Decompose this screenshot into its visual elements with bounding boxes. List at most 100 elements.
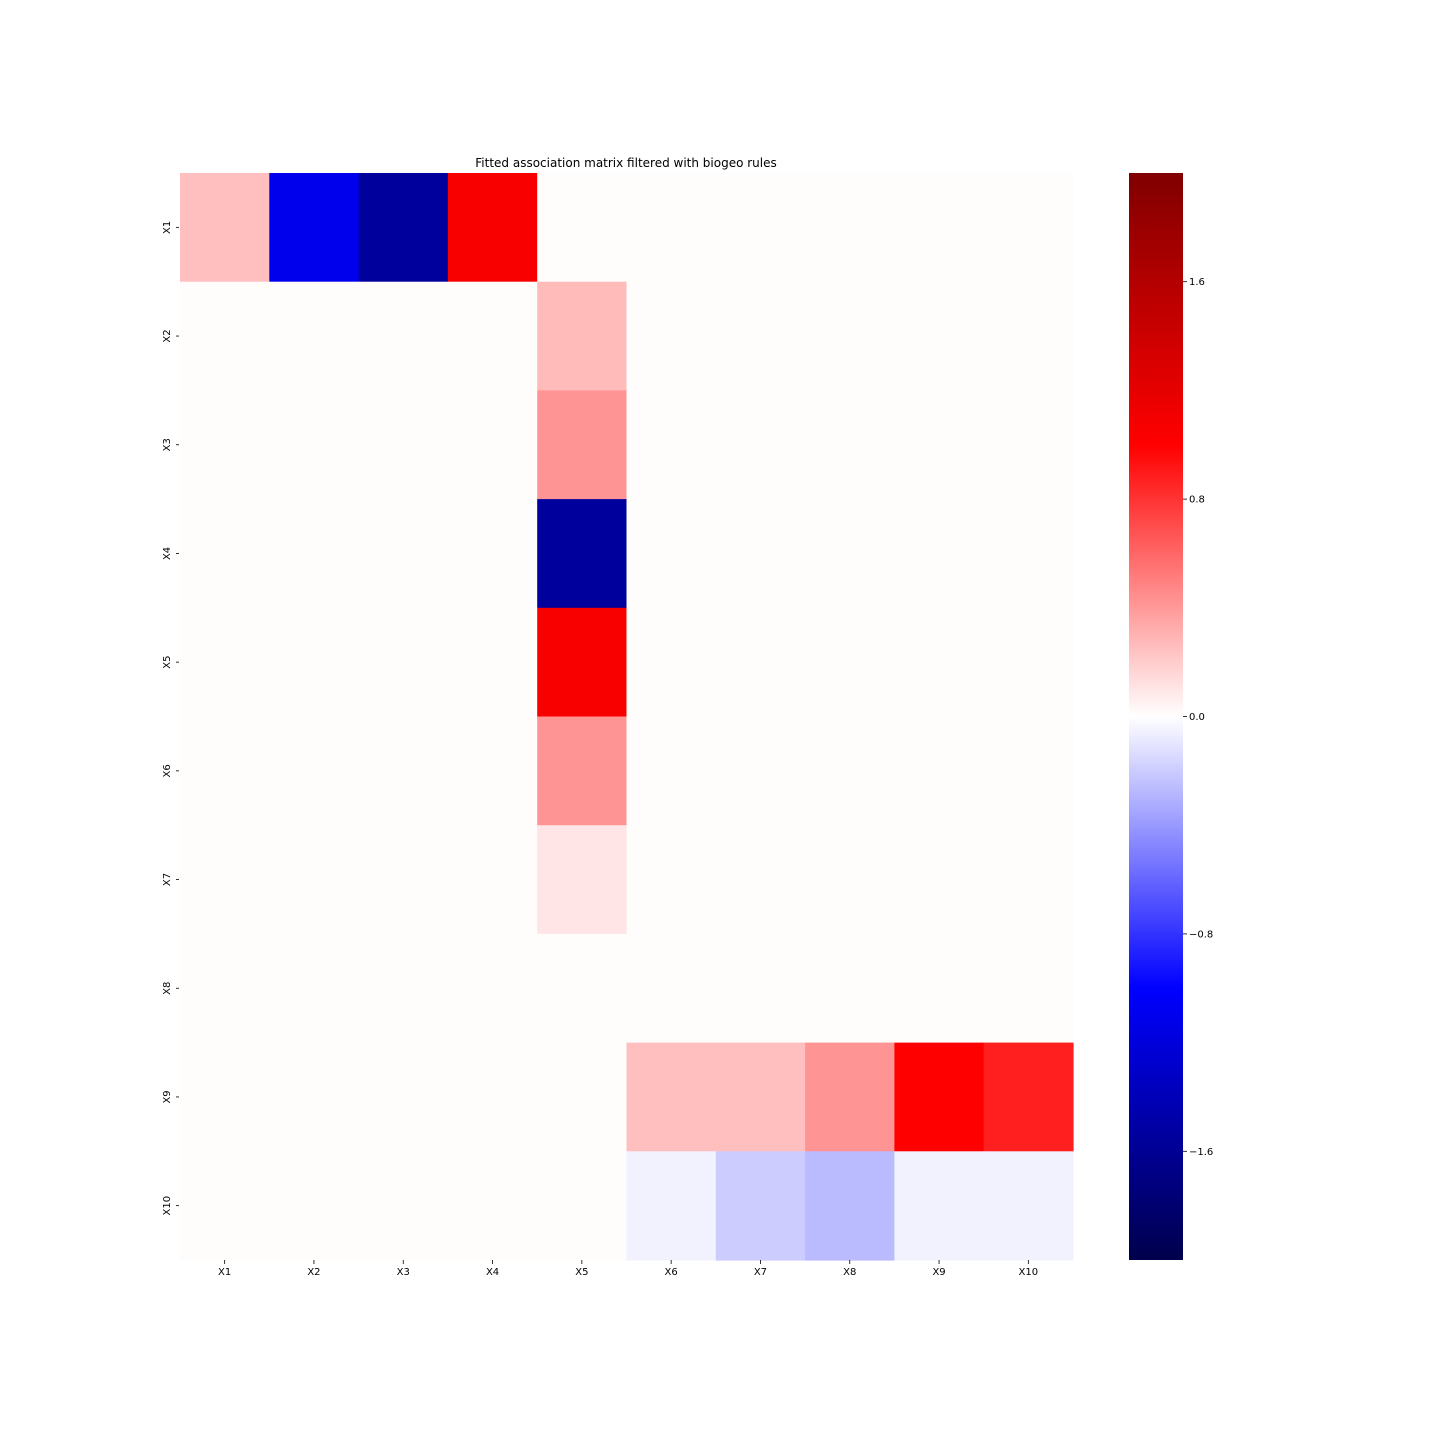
heatmap-cell [180,933,270,1044]
heatmap-cell [180,607,270,718]
x-tick-label: X8 [843,1267,856,1278]
heatmap-cell [358,173,449,283]
heatmap-cell [537,1151,628,1261]
heatmap-cell [626,825,717,935]
heatmap-cell [358,281,449,391]
heatmap-cell [715,716,806,826]
heatmap-cell [894,1151,985,1261]
colorbar-tick-label: −1.6 [1189,1147,1213,1158]
colorbar-tick-label: −0.8 [1189,929,1213,940]
heatmap-cell [983,716,1074,826]
heatmap-cell [180,716,270,826]
colorbar-tick-label: 0.8 [1189,495,1205,506]
heatmap-cell [269,1151,360,1261]
heatmap-cell [626,1151,717,1261]
heatmap-cell [805,499,895,609]
heatmap-cell [447,607,538,718]
heatmap-cell [358,390,449,500]
heatmap-cell [715,1151,806,1261]
heatmap-cell [894,1042,985,1152]
chart-title: Fitted association matrix filtered with … [475,156,777,170]
heatmap-cell [447,1151,538,1261]
y-tick-label: X5 [162,656,173,669]
heatmap-cell [894,390,985,500]
heatmap-cell [983,825,1074,935]
y-tick-label: X10 [162,1196,173,1216]
heatmap-cell [983,607,1074,718]
heatmap-cell [447,281,538,391]
heatmap-cell [447,825,538,935]
heatmap-cell [805,1151,895,1261]
heatmap-cell [983,1042,1074,1152]
heatmap-cell [626,281,717,391]
x-tick-label: X9 [932,1267,945,1278]
colorbar-tick-label: 1.6 [1189,277,1205,288]
heatmap-cell [983,281,1074,391]
x-tick-label: X1 [218,1267,231,1278]
heatmap-cell [537,390,628,500]
heatmap-cell [983,933,1074,1044]
heatmap-cell [537,825,628,935]
heatmap-cell [805,933,895,1044]
heatmap-cell [537,499,628,609]
heatmap-cell [447,933,538,1044]
heatmap-cell [626,499,717,609]
heatmap-cell [269,825,360,935]
heatmap-cell [269,607,360,718]
heatmap-cell [358,1042,449,1152]
heatmap-cell [983,1151,1074,1261]
heatmap-cell [805,173,895,283]
heatmap-cell [269,933,360,1044]
heatmap-cell [180,390,270,500]
x-tick-label: X10 [1019,1267,1039,1278]
heatmap-cell [715,607,806,718]
heatmap-cell [715,1042,806,1152]
heatmap-cell [626,1042,717,1152]
heatmap-cell [447,390,538,500]
heatmap-cell [358,716,449,826]
heatmap-cell [894,716,985,826]
heatmap-cell [358,607,449,718]
heatmap-cell [180,1042,270,1152]
heatmap-cell [180,281,270,391]
heatmap-cell [715,390,806,500]
x-tick-label: X7 [754,1267,767,1278]
heatmap-cell [180,825,270,935]
heatmap-cell [537,1042,628,1152]
heatmap-cells [180,173,1074,1261]
heatmap-cell [537,173,628,283]
heatmap-cell [894,499,985,609]
heatmap-cell [715,825,806,935]
heatmap-cell [269,499,360,609]
y-tick-label: X1 [162,221,173,234]
heatmap-cell [805,825,895,935]
x-tick-label: X4 [486,1267,499,1278]
heatmap-cell [805,1042,895,1152]
heatmap-cell [358,499,449,609]
heatmap-cell [894,825,985,935]
heatmap-cell [805,390,895,500]
heatmap-cell [805,281,895,391]
heatmap-cell [894,281,985,391]
heatmap-cell [447,1042,538,1152]
heatmap-cell [715,499,806,609]
x-tick-label: X6 [665,1267,678,1278]
heatmap-cell [269,716,360,826]
heatmap-cell [447,173,538,283]
heatmap-cell [894,933,985,1044]
heatmap-cell [447,716,538,826]
y-tick-label: X8 [162,982,173,995]
y-tick-label: X4 [162,547,173,560]
y-tick-label: X2 [162,329,173,342]
y-tick-label: X3 [162,438,173,451]
heatmap-cell [358,933,449,1044]
heatmap-cell [983,499,1074,609]
heatmap-cell [537,281,628,391]
x-axis: X1 X2 X3 X4 X5 X6 X7 X8 X9 X10 [218,1260,1038,1278]
heatmap-cell [805,716,895,826]
heatmap-cell [269,281,360,391]
heatmap-cell [358,1151,449,1261]
heatmap-cell [626,390,717,500]
heatmap-cell [715,173,806,283]
